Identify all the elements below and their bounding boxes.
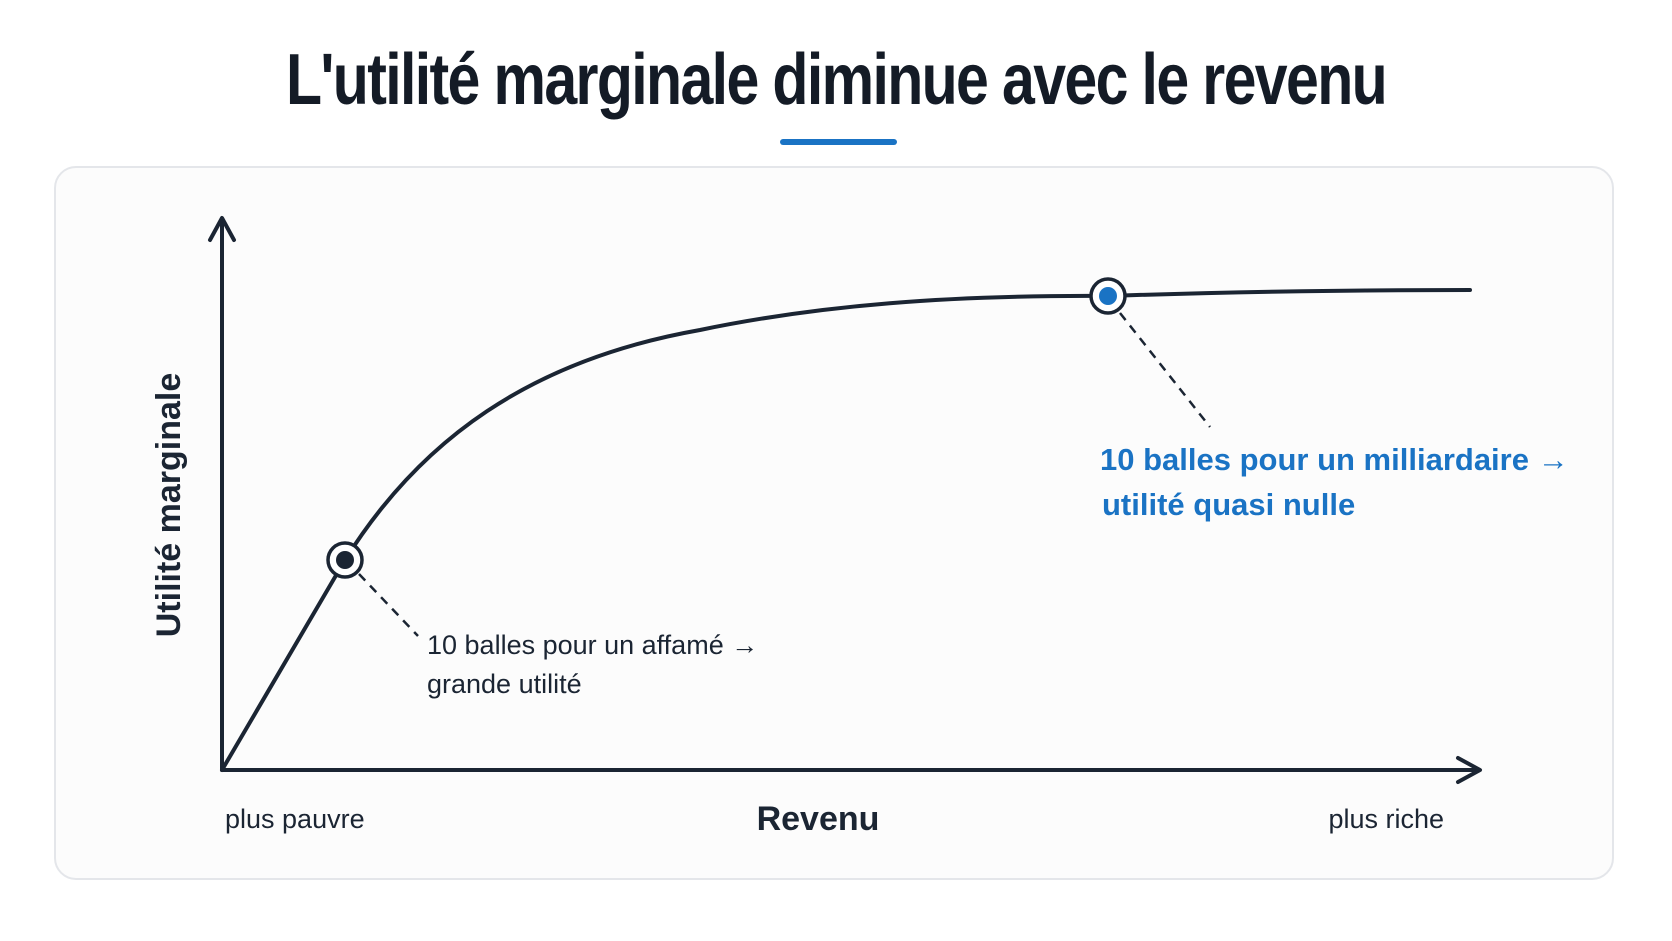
y-axis	[208, 216, 236, 772]
utility-curve	[220, 288, 1472, 772]
leader-line-low	[358, 573, 419, 637]
x-axis-label: Revenu	[757, 800, 880, 838]
x-right-label: plus riche	[1328, 804, 1444, 834]
y-axis-arrow-icon	[208, 216, 236, 242]
page-title: L'utilité marginale diminue avec le reve…	[285, 40, 1388, 120]
x-axis	[220, 756, 1482, 784]
leader-line-high	[1119, 312, 1211, 428]
point-high-marker	[1089, 277, 1127, 315]
annotation-high-line1: 10 balles pour un milliardaire →	[1100, 442, 1569, 477]
point-low-marker	[326, 541, 364, 579]
title-underline	[780, 139, 897, 145]
x-left-label: plus pauvre	[225, 804, 365, 834]
chart-card	[54, 166, 1614, 880]
annotation-low-line2: grande utilité	[427, 669, 582, 699]
x-axis-arrow-icon	[1456, 756, 1482, 784]
annotation-high-line2: utilité quasi nulle	[1102, 487, 1355, 522]
y-axis-label: Utilité marginale	[150, 373, 188, 638]
annotation-low-line1: 10 balles pour un affamé →	[427, 630, 758, 660]
